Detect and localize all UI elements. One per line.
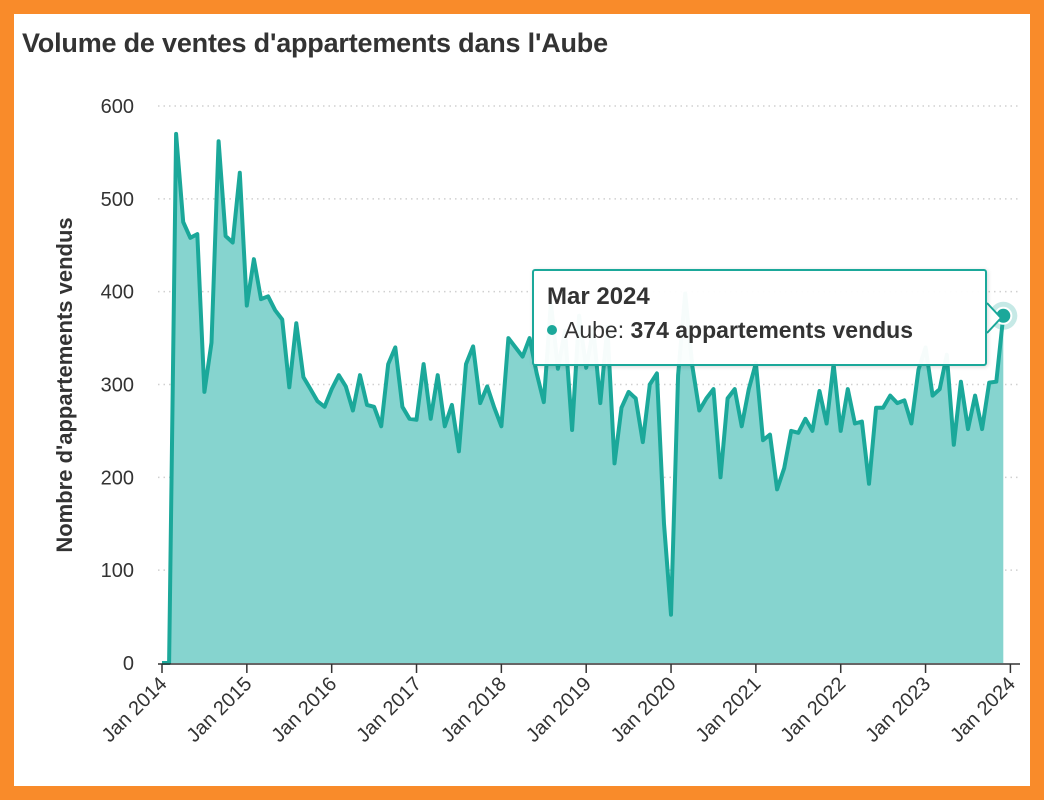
y-tick-label: 400 [101,282,134,304]
tooltip-date: Mar 2024 [547,283,650,310]
chart-title: Volume de ventes d'appartements dans l'A… [22,28,608,58]
y-tick-label: 300 [101,375,134,397]
tooltip-series-dot [547,324,557,335]
y-tick-label: 600 [101,96,134,118]
y-tick-label: 500 [101,189,134,211]
y-axis-ticks: 0 100 200 300 400 500 600 [101,96,134,675]
tooltip-series-label: Aube: [564,317,631,343]
x-tick-label: Jan 2024 [946,673,1020,747]
tooltip-value: 374 appartements vendus [630,317,914,343]
x-tick-label: Jan 2019 [522,673,596,747]
tooltip: Mar 2024 Aube: 374 appartements vendus [532,269,987,366]
highlight-marker[interactable] [986,301,1018,334]
x-tick-label: Jan 2021 [692,673,766,747]
tooltip-line: Aube: 374 appartements vendus [547,317,985,344]
x-tick-label: Jan 2020 [607,673,681,747]
x-axis-ticks: Jan 2014 Jan 2015 Jan 2016 Jan 2017 Jan 2018… [98,664,1020,747]
tooltip-pointer [986,302,1003,334]
x-tick-label: Jan 2023 [861,673,935,747]
y-axis-title: Nombre d'appartements vendus [52,217,77,552]
y-tick-label: 100 [101,560,134,582]
x-tick-label: Jan 2022 [777,673,851,747]
x-tick-label: Jan 2016 [267,673,341,747]
series-area-aube [162,133,1004,663]
x-tick-label: Jan 2018 [437,673,511,747]
y-tick-label: 200 [101,467,134,489]
x-tick-label: Jan 2014 [98,673,172,747]
x-tick-label: Jan 2015 [183,673,257,747]
y-tick-label: 0 [123,653,134,675]
x-tick-label: Jan 2017 [352,673,426,747]
